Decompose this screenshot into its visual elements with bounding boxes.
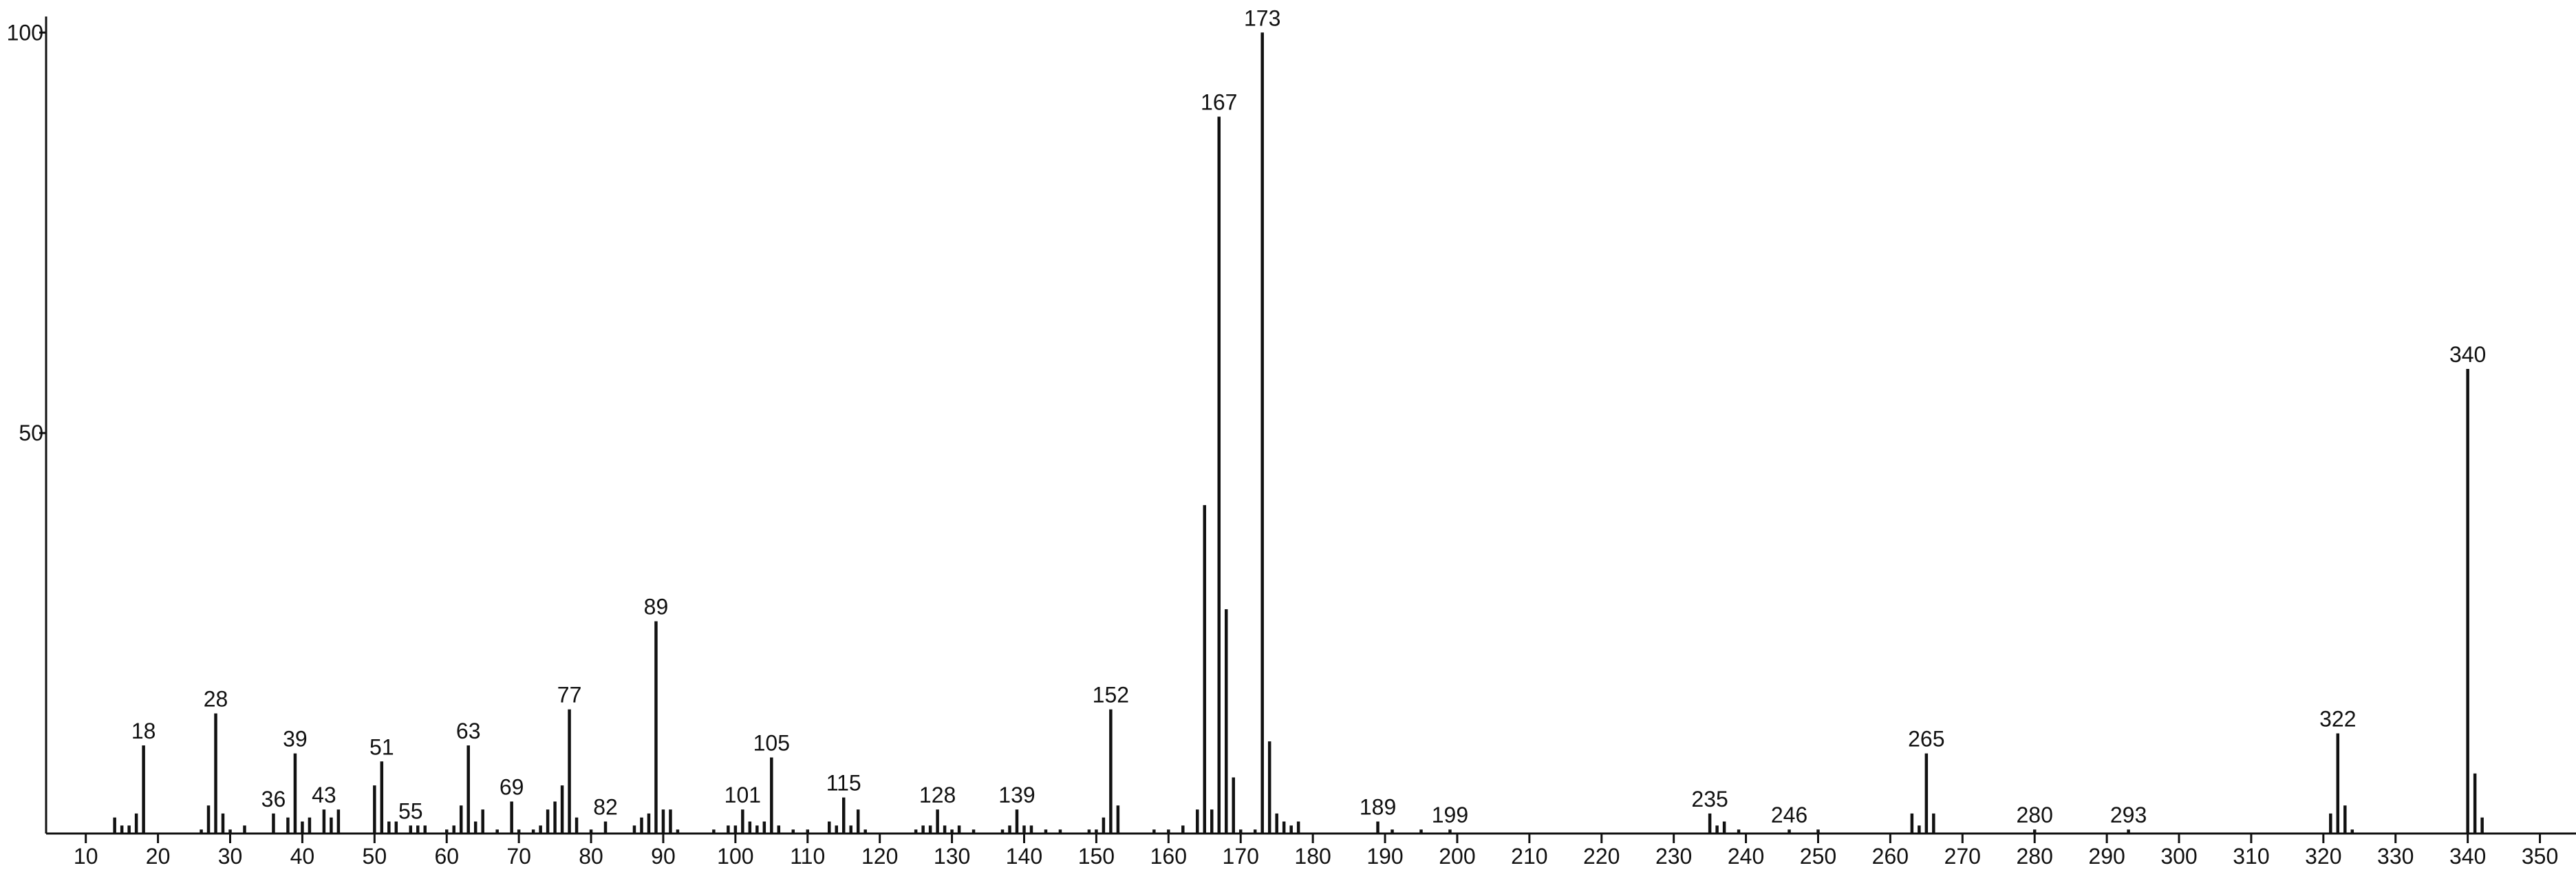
peak-label: 63 [456,719,481,743]
x-tick-label: 70 [506,844,531,869]
peak-label: 51 [369,734,394,759]
peak-label: 189 [1360,795,1396,820]
peak-label: 128 [919,783,956,807]
x-tick-label: 260 [1872,844,1909,869]
x-tick-label: 230 [1655,844,1692,869]
x-tick-label: 190 [1366,844,1403,869]
x-tick-label: 350 [2522,844,2558,869]
x-tick-label: 120 [861,844,898,869]
x-tick-label: 30 [218,844,243,869]
x-tick-label: 80 [579,844,603,869]
x-tick-label: 50 [363,844,387,869]
peak-label: 115 [826,771,861,796]
peak-label: 28 [204,686,228,711]
peak-label: 139 [998,783,1035,807]
x-tick-label: 200 [1439,844,1475,869]
y-tick-label: 100 [7,20,43,45]
peak-label: 82 [593,795,618,820]
x-tick-label: 220 [1583,844,1620,869]
peak-label: 105 [753,730,790,755]
peak-label: 152 [1093,683,1129,708]
x-tick-label: 110 [790,844,825,869]
peak-label: 39 [283,727,308,752]
peak-label: 101 [724,783,761,807]
peak-label: 18 [131,719,156,743]
x-tick-label: 20 [146,844,171,869]
x-tick-label: 290 [2088,844,2125,869]
x-tick-label: 210 [1511,844,1547,869]
x-tick-label: 160 [1150,844,1187,869]
x-tick-label: 310 [2233,844,2269,869]
peak-label: 235 [1691,787,1728,811]
x-tick-label: 130 [934,844,970,869]
x-tick-label: 10 [74,844,98,869]
x-tick-label: 40 [290,844,315,869]
peak-label: 77 [557,683,582,708]
peak-label: 173 [1244,6,1280,30]
x-tick-label: 300 [2160,844,2197,869]
peak-label: 280 [2017,803,2053,827]
x-tick-label: 330 [2377,844,2414,869]
x-tick-label: 250 [1800,844,1836,869]
y-tick-label: 50 [19,421,43,445]
peak-label: 36 [261,787,286,811]
x-tick-label: 140 [1006,844,1042,869]
peak-label: 43 [312,783,336,807]
x-tick-label: 150 [1078,844,1115,869]
x-tick-label: 320 [2305,844,2341,869]
peak-label: 55 [398,798,423,823]
peak-label: 246 [1771,803,1807,827]
x-tick-label: 170 [1223,844,1259,869]
peak-label: 167 [1201,89,1237,114]
peak-label: 69 [500,774,524,799]
peak-label: 89 [644,595,669,619]
x-tick-label: 180 [1294,844,1331,869]
peak-label: 340 [2449,342,2486,367]
x-tick-label: 90 [651,844,676,869]
peak-label: 199 [1432,803,1468,827]
peak-label: 293 [2110,803,2147,827]
x-tick-label: 270 [1944,844,1981,869]
x-tick-label: 100 [717,844,753,869]
x-tick-label: 340 [2449,844,2486,869]
peak-label: 322 [2319,707,2356,732]
peak-label: 265 [1908,727,1944,752]
x-tick-label: 240 [1728,844,1764,869]
x-tick-label: 60 [434,844,459,869]
x-tick-label: 280 [2017,844,2053,869]
